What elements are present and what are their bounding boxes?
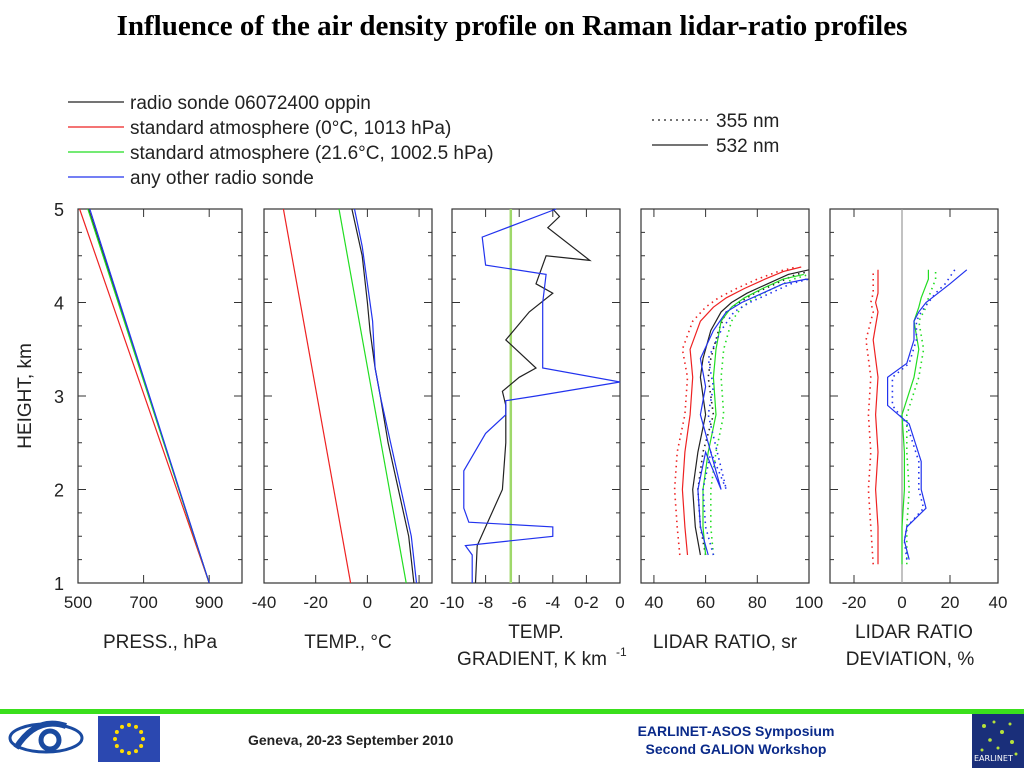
y-axis-label: HEIGHT, km — [15, 343, 36, 449]
series-line — [474, 208, 592, 584]
legend-label: 355 nm — [716, 111, 779, 132]
figure: radio sonde 06072400 oppin standard atmos… — [15, 93, 1008, 670]
eu-star-icon — [139, 744, 144, 748]
x-tick-label: 0 — [897, 593, 906, 612]
series-line — [79, 208, 210, 584]
series-line — [891, 269, 956, 560]
x-tick-label: 0-2 — [574, 593, 599, 612]
series-line — [702, 278, 810, 556]
footer-event-line-2: Second GALION Workshop — [645, 741, 827, 757]
eu-flag-logo — [98, 716, 160, 767]
x-axis-label: TEMP. — [508, 622, 564, 643]
x-tick-label: 20 — [410, 593, 429, 612]
chart-panel — [829, 208, 999, 584]
earlinet-logo-text: EARLINET — [974, 754, 1013, 763]
x-tick-label: 700 — [129, 593, 157, 612]
eu-star-icon — [114, 730, 119, 734]
x-axis-label: LIDAR RATIO — [855, 622, 973, 643]
x-tick-label: -8 — [478, 593, 493, 612]
x-tick-label: -20 — [303, 593, 328, 612]
x-tick-label: 40 — [989, 593, 1008, 612]
eu-star-icon — [141, 737, 145, 741]
x-axis-label: PRESS., hPa — [103, 632, 217, 653]
series-line — [886, 269, 968, 560]
series-line — [89, 208, 210, 584]
series-line — [673, 266, 797, 556]
chart-panel — [451, 208, 621, 584]
x-axis-label-2: DEVIATION, % — [846, 649, 975, 670]
chart-panel — [640, 208, 810, 584]
series-line — [338, 208, 407, 584]
slide-title: Influence of the air density profile on … — [116, 10, 908, 42]
x-tick-label: 60 — [696, 593, 715, 612]
panel-frame — [640, 208, 810, 584]
series-line — [692, 269, 810, 556]
legend-label: standard atmosphere (0°C, 1013 hPa) — [130, 118, 451, 139]
series-line — [872, 269, 879, 565]
x-tick-label: -4 — [545, 593, 560, 612]
x-tick-label: -10 — [440, 593, 465, 612]
series-line — [463, 208, 621, 583]
x-tick-label: 20 — [941, 593, 960, 612]
series-line — [353, 208, 418, 584]
chart-panel — [77, 208, 243, 584]
chart-panel — [263, 208, 433, 584]
series-line — [709, 273, 810, 556]
eu-star-icon — [113, 737, 117, 741]
series-line — [905, 269, 937, 565]
y-tick-label: 5 — [54, 200, 64, 220]
eu-star-icon — [134, 749, 138, 754]
x-axis-label-2: GRADIENT, K km — [457, 649, 607, 670]
footer-divider — [0, 709, 1024, 714]
series-line — [681, 266, 802, 556]
eu-star-icon — [134, 724, 138, 729]
x-tick-label: 100 — [795, 593, 823, 612]
earlinet-logo — [972, 714, 1024, 773]
x-tick-label: -6 — [512, 593, 527, 612]
legend-label: standard atmosphere (21.6°C, 1002.5 hPa) — [130, 143, 494, 164]
eu-star-icon — [120, 749, 124, 754]
y-tick-label: 3 — [54, 387, 64, 407]
series-line — [865, 269, 875, 565]
footer-event-line-1: EARLINET-ASOS Symposium — [637, 723, 835, 739]
x-tick-label: 900 — [195, 593, 223, 612]
x-tick-label: 0 — [615, 593, 624, 612]
x-tick-label: 0 — [363, 593, 372, 612]
series-line — [697, 270, 810, 556]
x-tick-label: 40 — [644, 593, 663, 612]
eu-star-icon — [120, 724, 124, 729]
y-tick-label: 2 — [54, 481, 64, 501]
legend-label: radio sonde 06072400 oppin — [130, 93, 371, 114]
y-tick-label: 1 — [54, 574, 64, 594]
x-tick-label: -20 — [842, 593, 867, 612]
x-axis-label-superscript: -1 — [616, 645, 627, 659]
eu-star-icon — [127, 751, 131, 755]
series-line — [282, 208, 352, 584]
footer-date: Geneva, 20-23 September 2010 — [248, 732, 454, 748]
panel-frame — [77, 208, 243, 584]
x-tick-label: 80 — [748, 593, 767, 612]
footer-event: EARLINET-ASOS Symposium Second GALION Wo… — [596, 722, 876, 758]
legend-label: 532 nm — [716, 136, 779, 157]
eu-star-icon — [139, 730, 144, 734]
series-line — [351, 208, 415, 584]
legend-label: any other radio sonde — [130, 168, 314, 189]
x-axis-label: TEMP., °C — [304, 632, 392, 653]
panel-frame — [829, 208, 999, 584]
y-tick-label: 4 — [54, 294, 64, 314]
series-line — [901, 269, 930, 565]
eu-star-icon — [114, 744, 119, 748]
x-tick-label: -40 — [252, 593, 277, 612]
x-axis-label: LIDAR RATIO, sr — [653, 632, 798, 653]
series-line — [697, 278, 807, 556]
x-tick-label: 500 — [64, 593, 92, 612]
european-commission-logo — [6, 718, 88, 763]
eu-star-icon — [127, 723, 131, 727]
